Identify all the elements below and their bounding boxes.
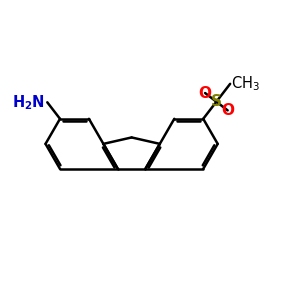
Text: O: O [199, 85, 212, 100]
Text: CH$_3$: CH$_3$ [231, 74, 260, 93]
Text: S: S [211, 94, 222, 109]
Text: O: O [221, 103, 234, 118]
Text: $\mathregular{H_2N}$: $\mathregular{H_2N}$ [12, 93, 45, 112]
